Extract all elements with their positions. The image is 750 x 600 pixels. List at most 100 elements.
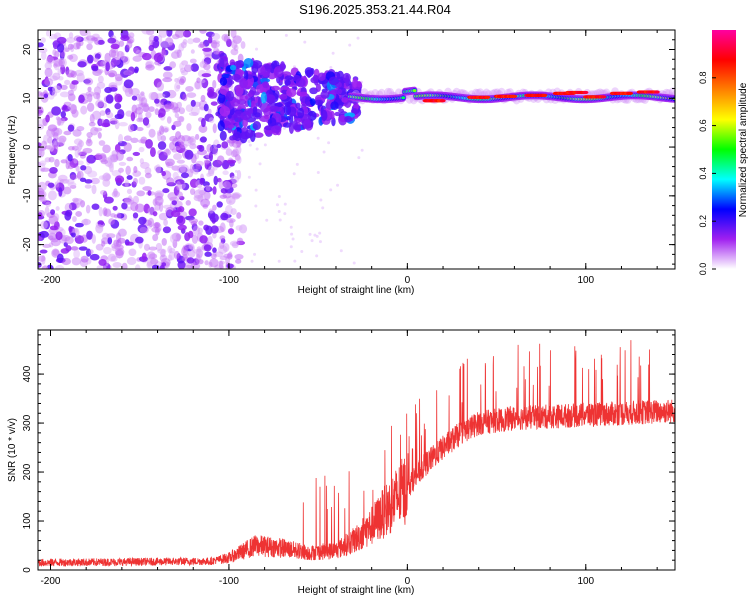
heatmap-blob — [141, 30, 151, 35]
heatmap-blob — [123, 142, 132, 152]
heatmap-blob — [162, 188, 170, 194]
heatmap-blob — [338, 114, 347, 123]
heatmap-blob — [330, 110, 335, 121]
heatmap-blob — [59, 118, 66, 124]
heatmap-blob — [102, 144, 111, 154]
heatmap-blob — [89, 249, 94, 255]
heatmap-blob — [235, 258, 242, 264]
heatmap-blob — [86, 154, 96, 164]
heatmap-blob — [100, 159, 109, 165]
heatmap-blob — [221, 141, 229, 149]
heatmap-blob — [163, 66, 173, 71]
heatmap-blob — [190, 49, 195, 54]
colorbar-tick-label: 0.4 — [698, 167, 708, 180]
heatmap-blob — [110, 213, 116, 218]
heatmap-blob — [177, 191, 183, 199]
heatmap-blob — [226, 263, 234, 269]
heatmap-blob — [67, 181, 77, 188]
heatmap-blob — [199, 136, 207, 143]
heatmap-blob — [229, 64, 237, 71]
heatmap-blob — [132, 212, 139, 219]
heatmap-blob — [198, 124, 208, 134]
snr-x-axis-label: Height of straight line (km) — [298, 585, 415, 596]
heatmap-blob — [93, 92, 100, 100]
heatmap-blob — [103, 196, 114, 204]
heatmap-blob — [158, 212, 169, 221]
heatmap-blob — [312, 74, 319, 82]
heatmap-blob — [176, 116, 184, 122]
heatmap-blob — [80, 165, 87, 171]
heatmap-blob — [205, 225, 213, 235]
heatmap-blob — [142, 186, 153, 191]
heatmap-blob — [188, 111, 199, 117]
y-tick-label: 300 — [22, 414, 33, 431]
heatmap-blob — [100, 189, 107, 195]
heatmap-blob — [71, 109, 79, 118]
heatmap-blob — [177, 215, 184, 224]
heatmap-blob — [252, 106, 258, 116]
heatmap-blob — [45, 114, 50, 123]
heatmap-blob — [192, 225, 201, 235]
heatmap-blob — [225, 90, 235, 102]
heatmap-blob — [484, 95, 491, 99]
heatmap-blob — [48, 33, 58, 40]
heatmap-blob — [40, 51, 47, 61]
heatmap-blob — [292, 74, 301, 82]
heatmap-blob — [101, 174, 107, 181]
heatmap-blob — [230, 98, 241, 107]
heatmap-blob — [178, 78, 185, 86]
heatmap-blob — [156, 81, 165, 92]
heatmap-blob — [213, 47, 220, 55]
heatmap-blob — [125, 165, 131, 176]
heatmap-blob — [141, 252, 147, 261]
heatmap-blob — [334, 88, 343, 95]
heatmap-blob — [55, 231, 63, 241]
heatmap-blob — [43, 93, 49, 99]
heatmap-blob — [144, 172, 152, 179]
heatmap-blob — [176, 181, 181, 191]
heatmap-blob — [176, 159, 185, 164]
heatmap-blob — [109, 87, 118, 92]
heatmap-blob — [219, 130, 227, 141]
heatmap-blob — [174, 112, 180, 119]
heatmap-blob — [143, 243, 150, 251]
heatmap-blob — [39, 249, 48, 254]
heatmap-blob — [244, 129, 254, 139]
heatmap-blob — [106, 111, 114, 119]
heatmap-blob — [162, 77, 173, 83]
heatmap-blob — [208, 36, 213, 44]
heatmap-blob — [55, 206, 60, 211]
heatmap-blob — [163, 219, 168, 227]
heatmap-blob — [38, 262, 42, 268]
heatmap-blob — [85, 204, 91, 214]
heatmap-blob — [116, 212, 122, 219]
heatmap-blob — [322, 150, 326, 154]
heatmap-blob — [283, 202, 287, 206]
heatmap-blob — [313, 233, 317, 237]
colorbar-tick-label: 0.8 — [698, 72, 708, 85]
heatmap-blob — [345, 74, 350, 87]
heatmap-blob — [141, 52, 152, 61]
heatmap-blob — [439, 99, 446, 103]
heatmap-blob — [107, 236, 113, 245]
heatmap-blob — [541, 93, 548, 97]
heatmap-blob — [319, 198, 323, 202]
heatmap-blob — [210, 253, 217, 260]
heatmap-blob — [197, 259, 204, 265]
heatmap-blob — [38, 106, 44, 116]
heatmap-blob — [198, 220, 204, 226]
heatmap-blob — [205, 185, 211, 192]
heatmap-blob — [292, 172, 296, 176]
heatmap-blob — [277, 259, 281, 263]
heatmap-blob — [248, 143, 252, 147]
heatmap-blob — [71, 257, 81, 266]
heatmap-blob — [251, 100, 256, 108]
heatmap-blob — [63, 130, 72, 136]
heatmap-blob — [258, 162, 262, 166]
heatmap-blob — [267, 117, 277, 128]
heatmap-blob — [38, 47, 48, 53]
heatmap-blob — [277, 210, 281, 214]
heatmap-blob — [91, 184, 97, 195]
heatmap-blob — [68, 93, 76, 102]
heatmap-blob — [95, 223, 104, 234]
